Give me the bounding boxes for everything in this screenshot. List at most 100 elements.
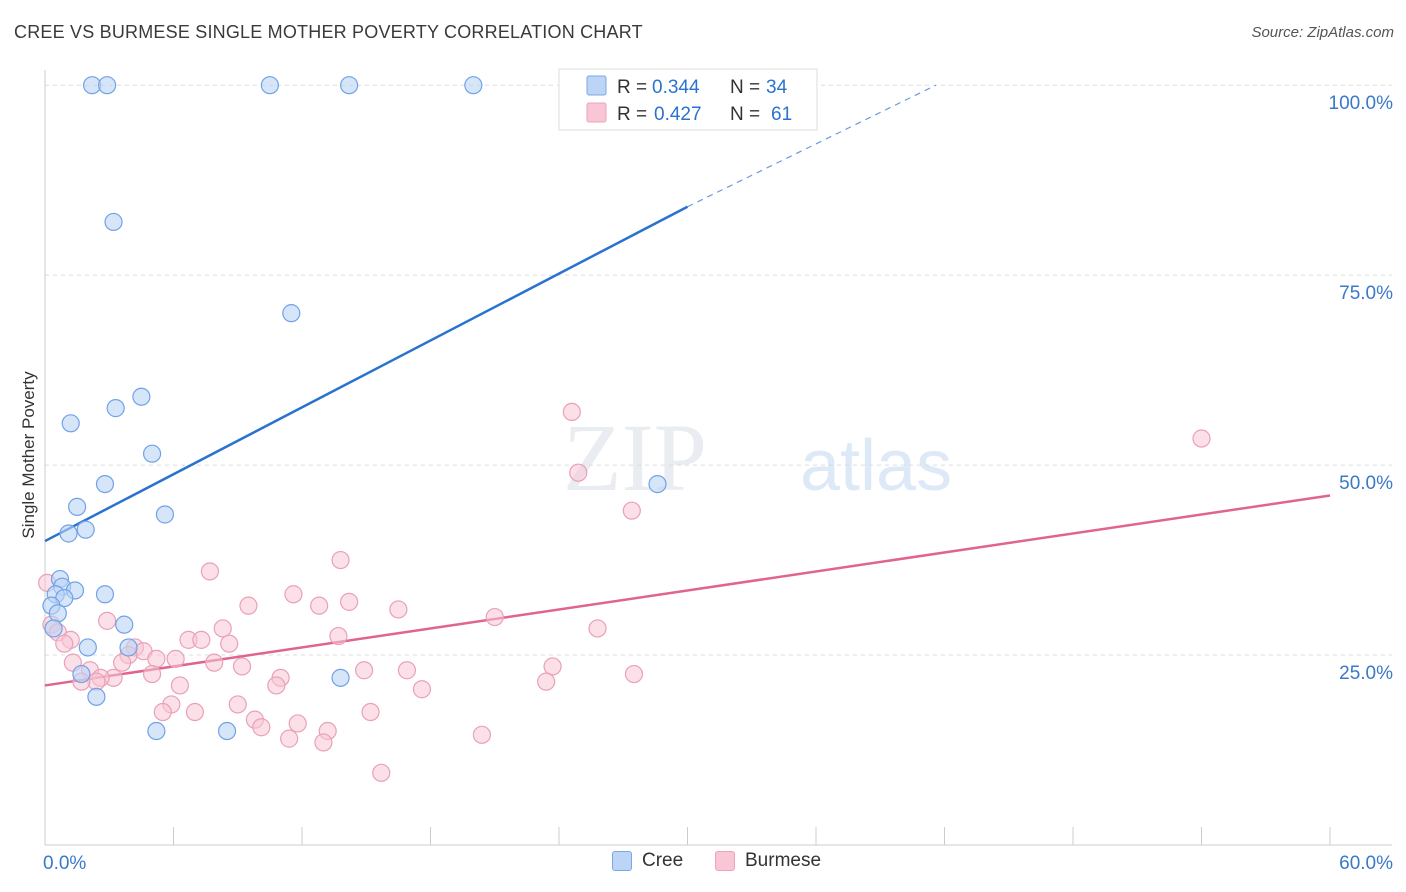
cree-point	[115, 615, 134, 634]
burmese-point	[280, 729, 299, 748]
legend-r-value-burmese: 0.427	[654, 104, 702, 125]
burmese-point	[361, 702, 380, 722]
burmese-point	[213, 619, 232, 638]
cree-point	[282, 304, 301, 323]
watermark: ZIP	[563, 404, 707, 511]
burmese-point	[205, 653, 224, 672]
cree-point	[68, 497, 87, 516]
cree-point	[648, 474, 667, 494]
burmese-point	[267, 676, 286, 695]
burmese-point	[472, 725, 491, 744]
burmese-point	[389, 600, 408, 619]
burmese-point	[232, 657, 252, 676]
cree-point	[48, 604, 67, 623]
cree-point	[147, 721, 166, 741]
legend-r-label-burmese: R =	[617, 104, 647, 125]
cree-point	[119, 638, 138, 657]
cree-point	[95, 585, 115, 604]
cree-point	[44, 619, 63, 638]
burmese-point	[329, 626, 348, 646]
cree-points	[42, 76, 667, 741]
cree-point	[72, 664, 91, 684]
bottom-legend: Cree Burmese	[0, 850, 1406, 880]
burmese-point	[355, 661, 374, 680]
stats-legend: R = 0.344 N = 34 R = 0.427 N = 61	[558, 68, 818, 131]
x-tick-label: 0.0%	[43, 853, 86, 874]
cree-point	[142, 444, 162, 463]
burmese-point	[170, 676, 190, 695]
bottom-legend-cree: Cree	[612, 850, 683, 872]
watermark-atlas: atlas	[800, 426, 952, 506]
cree-point	[260, 76, 279, 95]
cree-point	[98, 76, 117, 95]
cree-point	[106, 399, 125, 418]
burmese-point	[228, 695, 247, 714]
burmese-point	[288, 714, 307, 733]
burmese-point	[166, 649, 185, 668]
trend-lines	[44, 84, 1331, 687]
cree-point	[78, 638, 97, 657]
burmese-point	[1192, 429, 1211, 448]
grid	[45, 84, 1392, 656]
legend-r-value-cree: 0.344	[652, 77, 700, 98]
y-axis-label: Single Mother Poverty	[19, 371, 38, 539]
burmese-point	[310, 596, 329, 615]
burmese-point	[537, 672, 556, 691]
burmese-point	[185, 702, 205, 722]
cree-point	[132, 387, 151, 406]
legend-swatch-cree	[586, 75, 607, 96]
chart-source: Source: ZipAtlas.com	[1251, 24, 1394, 41]
burmese-points	[38, 402, 1211, 782]
chart-title: CREE VS BURMESE SINGLE MOTHER POVERTY CO…	[14, 22, 643, 42]
burmese-point	[55, 634, 74, 653]
burmese-point	[485, 607, 504, 627]
bottom-legend-swatch-burmese	[715, 851, 735, 871]
burmese-point	[142, 664, 162, 684]
legend-n-label-cree: N =	[730, 77, 760, 98]
burmese-point	[252, 718, 271, 737]
burmese-point	[562, 402, 581, 422]
burmese-trend-line	[44, 494, 1331, 687]
legend-swatch-burmese	[586, 102, 607, 123]
burmese-point	[147, 649, 166, 668]
bottom-legend-label-burmese: Burmese	[745, 850, 822, 871]
legend-n-value-cree: 34	[766, 77, 788, 98]
cree-point	[104, 212, 123, 232]
bottom-legend-burmese: Burmese	[715, 850, 821, 872]
burmese-point	[624, 664, 644, 684]
burmese-point	[239, 596, 258, 615]
cree-point	[331, 668, 350, 687]
burmese-point	[220, 634, 239, 653]
cree-point	[464, 76, 483, 95]
cree-point	[155, 505, 175, 524]
burmese-point	[397, 661, 417, 680]
bottom-legend-label-cree: Cree	[642, 850, 684, 871]
cree-point	[340, 76, 359, 95]
burmese-point	[200, 562, 220, 581]
bottom-legend-swatch-cree	[612, 851, 632, 871]
y-tick-label: 50.0%	[1339, 473, 1393, 494]
x-tick-labels: 0.0% 60.0%	[43, 853, 1393, 874]
burmese-point	[331, 550, 350, 570]
cree-point	[87, 687, 106, 706]
cree-point	[61, 414, 80, 433]
legend-n-label-burmese: N =	[730, 104, 760, 125]
legend-r-label-cree: R =	[617, 77, 647, 98]
axes	[44, 70, 1392, 846]
cree-point	[217, 721, 237, 741]
cree-point	[59, 524, 78, 543]
burmese-point	[622, 501, 641, 520]
burmese-point	[588, 619, 607, 638]
burmese-point	[314, 733, 333, 752]
y-tick-label: 75.0%	[1339, 283, 1393, 304]
x-tick-label: 60.0%	[1339, 853, 1393, 874]
cree-trend-extension	[687, 84, 937, 208]
burmese-point	[372, 763, 391, 782]
cree-point	[76, 520, 95, 539]
y-tick-labels: 25.0% 50.0% 75.0% 100.0%	[1329, 93, 1394, 684]
burmese-point	[98, 611, 117, 630]
legend-n-value-burmese: 61	[771, 104, 792, 125]
cree-point	[95, 474, 115, 494]
burmese-point	[569, 463, 588, 482]
